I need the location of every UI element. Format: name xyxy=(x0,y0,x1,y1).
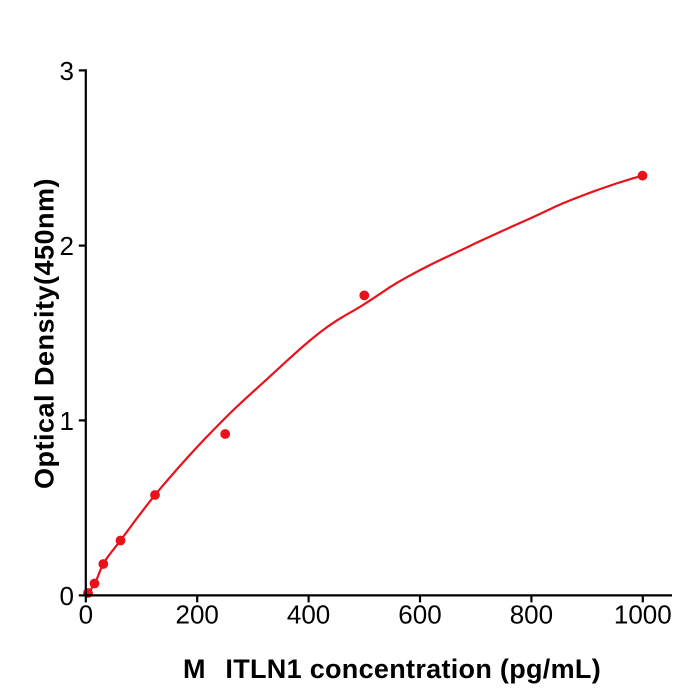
svg-text:200: 200 xyxy=(176,600,219,630)
svg-text:0: 0 xyxy=(60,581,74,611)
svg-text:1000: 1000 xyxy=(614,600,672,630)
svg-text:400: 400 xyxy=(287,600,330,630)
svg-text:Optical Density(450nm): Optical Density(450nm) xyxy=(30,178,60,489)
svg-text:0: 0 xyxy=(79,600,93,630)
svg-text:3: 3 xyxy=(60,56,74,86)
svg-text:600: 600 xyxy=(398,600,441,630)
svg-text:1: 1 xyxy=(60,406,74,436)
svg-text:M ITLN1 concentration (pg/mL): M ITLN1 concentration (pg/mL) xyxy=(183,654,601,684)
svg-text:800: 800 xyxy=(510,600,553,630)
svg-text:2: 2 xyxy=(60,231,74,261)
